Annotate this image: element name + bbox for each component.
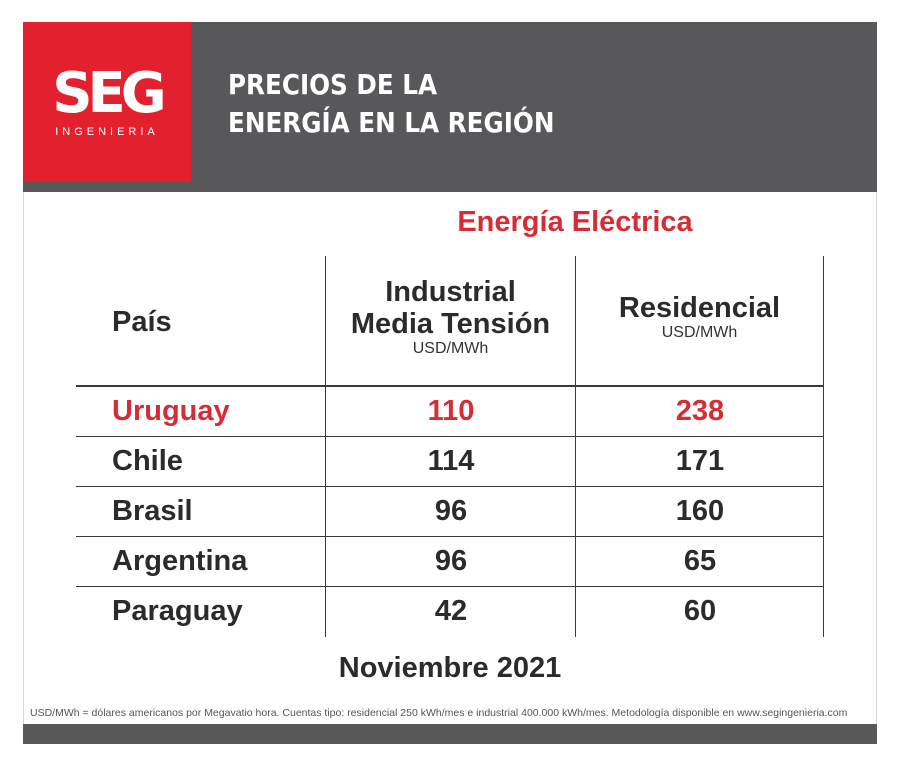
residencial-value: 65 bbox=[683, 545, 717, 577]
column-divider-2 bbox=[575, 256, 576, 637]
residencial-value: 238 bbox=[675, 395, 725, 427]
title-line-2: ENERGÍA EN LA REGIÓN bbox=[228, 106, 555, 139]
row-divider bbox=[76, 486, 824, 487]
country-header: País bbox=[112, 306, 172, 338]
row-divider bbox=[76, 536, 824, 537]
residencial-header-label: Residencial bbox=[618, 292, 781, 324]
bottom-band bbox=[23, 724, 877, 744]
residencial-unit: USD/MWh bbox=[661, 324, 738, 341]
industrial-value: 110 bbox=[427, 395, 475, 427]
column-divider-3 bbox=[823, 256, 824, 637]
residencial-value: 60 bbox=[683, 595, 717, 627]
country-cell: Brasil bbox=[112, 495, 193, 527]
table-row: Paraguay 42 60 bbox=[76, 586, 824, 636]
table-row: Chile 114 171 bbox=[76, 436, 824, 486]
footnote: USD/MWh = dólares americanos por Megavat… bbox=[30, 707, 848, 719]
industrial-value: 42 bbox=[434, 595, 468, 627]
row-divider bbox=[76, 436, 824, 437]
title-line-1: PRECIOS DE LA bbox=[228, 68, 438, 101]
logo-wordmark: SEG bbox=[52, 61, 167, 126]
column-divider-1 bbox=[325, 256, 326, 637]
date-label: Noviembre 2021 bbox=[338, 652, 562, 684]
table-row: Argentina 96 65 bbox=[76, 536, 824, 586]
table-row: Brasil 96 160 bbox=[76, 486, 824, 536]
industrial-header-line-2: Media Tensión bbox=[350, 308, 551, 340]
industrial-value: 114 bbox=[427, 445, 475, 477]
country-cell: Paraguay bbox=[112, 595, 243, 627]
page-title: PRECIOS DE LA ENERGÍA EN LA REGIÓN bbox=[228, 66, 756, 142]
country-cell: Uruguay bbox=[112, 395, 230, 427]
industrial-header-line-1: Industrial bbox=[385, 276, 516, 308]
residencial-header: Residencial USD/MWh bbox=[576, 292, 823, 342]
industrial-unit: USD/MWh bbox=[412, 340, 489, 357]
industrial-header: Industrial Media Tensión USD/MWh bbox=[326, 276, 575, 358]
group-title: Energía Eléctrica bbox=[457, 206, 693, 238]
residencial-value: 160 bbox=[675, 495, 725, 527]
logo-subtext: INGENIERIA bbox=[55, 126, 159, 138]
country-cell: Chile bbox=[112, 445, 183, 477]
industrial-value: 96 bbox=[434, 545, 468, 577]
header-rule bbox=[76, 385, 824, 387]
country-cell: Argentina bbox=[112, 545, 248, 577]
table-row: Uruguay 110 238 bbox=[76, 386, 824, 436]
seg-logo: SEG INGENIERIA bbox=[23, 22, 191, 182]
residencial-value: 171 bbox=[675, 445, 725, 477]
industrial-value: 96 bbox=[434, 495, 468, 527]
row-divider bbox=[76, 586, 824, 587]
